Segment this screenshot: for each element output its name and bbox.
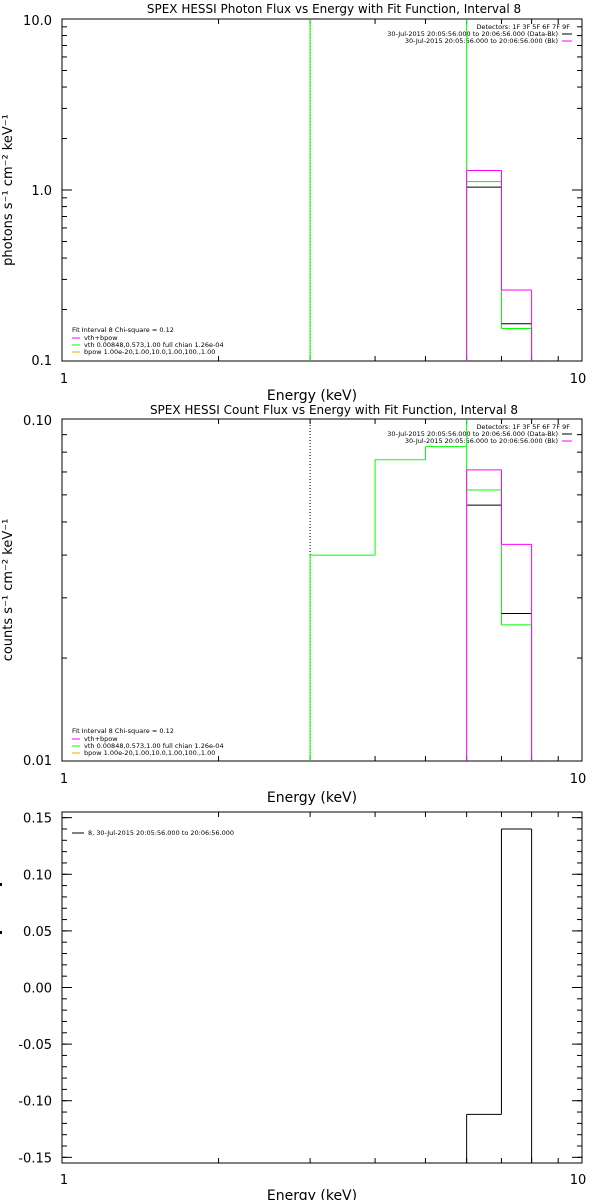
panel1-legend-top-1: 30-Jul-2015 20:05:56.000 to 20:06:56.000…	[387, 30, 558, 38]
panel-residuals: Energy (keV) 1 10 0.15 0.10 0.05 0.00 -0.05 -…	[0, 811, 587, 1200]
panel2-xtick-10: 10	[570, 772, 587, 787]
y-tick-label: 0.05	[23, 925, 52, 940]
panel1-legend-top: Detectors: 1F 3F 5F 6F 7F 9F 30-Jul-2015…	[387, 23, 572, 45]
panel1-legend-top-2: 30-Jul-2015 20:05:56.000 to 20:06:56.000…	[405, 37, 558, 45]
panel3-ylabel-fragments	[0, 883, 2, 934]
panel3-ylabel-frag-1	[0, 883, 2, 886]
y-tick-label: -0.10	[18, 1095, 52, 1110]
panel-photon-flux: SPEX HESSI Photon Flux vs Energy with Fi…	[1, 2, 586, 404]
panel2-ylabel: counts s⁻¹ cm⁻² keV⁻¹	[1, 519, 16, 662]
panel3-xtick-1: 1	[60, 1173, 68, 1188]
panel1-xlabel: Energy (keV)	[267, 388, 357, 404]
panel1-legend-bottom-1: vth+bpow	[84, 334, 118, 342]
panel1-ylabel: photons s⁻¹ cm⁻² keV⁻¹	[1, 114, 16, 266]
panel2-xtick-1: 1	[60, 772, 68, 787]
panel2-ytick-0.10: 0.10	[23, 414, 52, 429]
panel1-plot	[61, 18, 583, 362]
panel3-yticks: 0.15 0.10 0.05 0.00 -0.05 -0.10 -0.15	[18, 812, 52, 1167]
panel1-title: SPEX HESSI Photon Flux vs Energy with Fi…	[147, 2, 521, 16]
panel1-legend-bottom-2: vth 0.00848,0.573,1.00 full chian 1.26e-…	[84, 341, 224, 349]
panel1-legend-top-0: Detectors: 1F 3F 5F 6F 7F 9F	[476, 23, 570, 31]
panel2-legend-bottom: Fit Interval 8 Chi-square = 0.12 vth+bpo…	[72, 727, 224, 757]
panel2-legend-top-0: Detectors: 1F 3F 5F 6F 7F 9F	[476, 423, 570, 431]
panel3-ylabel-frag-2	[0, 931, 2, 934]
panel3-xtick-10: 10	[570, 1173, 587, 1188]
panel1-legend-bottom-0: Fit Interval 8 Chi-square = 0.12	[72, 326, 174, 334]
panel2-plot	[61, 418, 583, 762]
panel2-legend-bottom-1: vth+bpow	[84, 735, 118, 743]
y-tick-label: -0.15	[18, 1151, 52, 1166]
y-tick-label: 0.00	[23, 982, 52, 997]
panel2-legend-top-1: 30-Jul-2015 20:05:56.000 to 20:06:56.000…	[387, 430, 558, 438]
panel2-xlabel: Energy (keV)	[267, 790, 357, 806]
panel3-xlabel: Energy (keV)	[267, 1188, 357, 1200]
panel2-title: SPEX HESSI Count Flux vs Energy with Fit…	[150, 403, 518, 417]
panel1-legend-bottom-3: bpow 1.00e-20,1.00,10.0,1.00,100.,1.00	[84, 348, 215, 356]
panel1-ytick-10.0: 10.0	[23, 14, 52, 29]
plot-frame	[61, 418, 583, 762]
panel-count-flux: SPEX HESSI Count Flux vs Energy with Fit…	[1, 403, 586, 806]
y-tick-label: -0.05	[18, 1038, 52, 1053]
panel2-legend-top: Detectors: 1F 3F 5F 6F 7F 9F 30-Jul-2015…	[387, 423, 572, 445]
panel3-plot	[61, 811, 583, 1164]
panel2-legend-bottom-2: vth 0.00848,0.573,1.00 full chian 1.26e-…	[84, 742, 224, 750]
panel2-legend-bottom-3: bpow 1.00e-20,1.00,10.0,1.00,100.,1.00	[84, 749, 215, 757]
panel2-legend-bottom-0: Fit Interval 8 Chi-square = 0.12	[72, 727, 174, 735]
panel3-legend-top: 8, 30-Jul-2015 20:05:56.000 to 20:06:56.…	[72, 829, 234, 837]
panel1-legend-bottom: Fit Interval 8 Chi-square = 0.12 vth+bpo…	[72, 326, 224, 356]
y-tick-label: 0.15	[23, 812, 52, 827]
panel1-ytick-0.1: 0.1	[31, 354, 52, 369]
panel1-xtick-1: 1	[60, 372, 68, 387]
panel3-legend-top-0: 8, 30-Jul-2015 20:05:56.000 to 20:06:56.…	[88, 829, 234, 837]
panel2-legend-top-2: 30-Jul-2015 20:05:56.000 to 20:06:56.000…	[405, 437, 558, 445]
panel1-xtick-10: 10	[570, 372, 587, 387]
panel1-ytick-1.0: 1.0	[31, 184, 52, 199]
y-tick-label: 0.10	[23, 868, 52, 883]
panel2-ytick-0.01: 0.01	[23, 754, 52, 769]
